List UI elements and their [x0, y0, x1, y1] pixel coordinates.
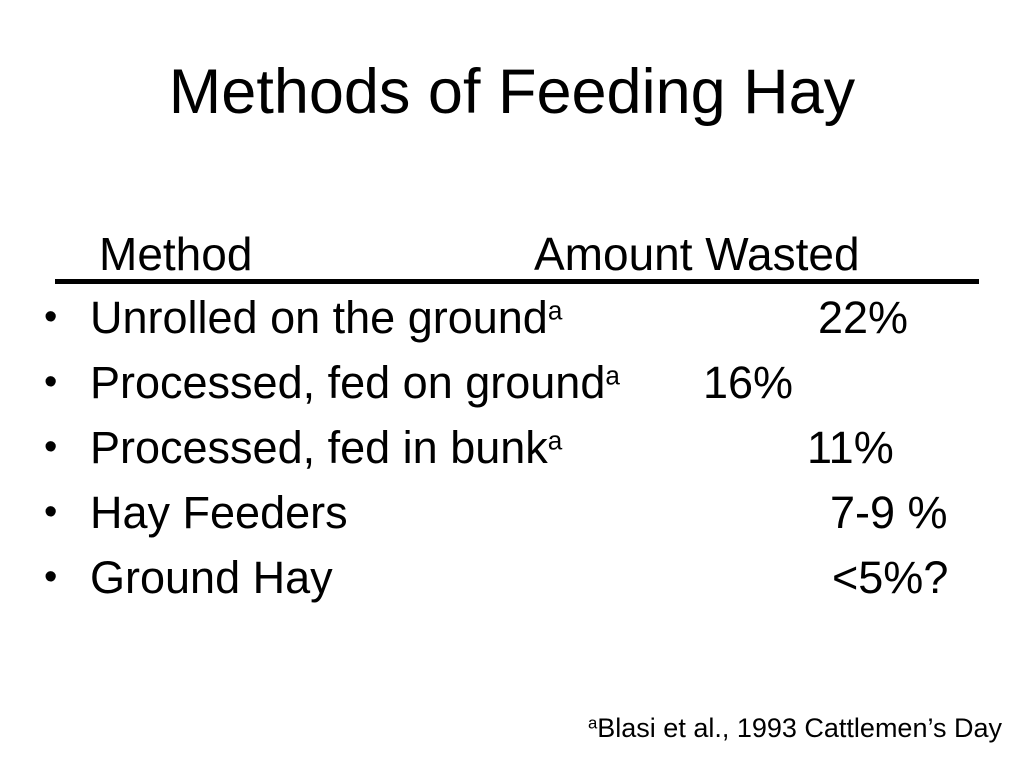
row-label: Unrolled on the grounda: [90, 285, 562, 350]
row-label: Processed, fed on grounda: [90, 350, 620, 415]
footnote-marker-superscript: a: [547, 425, 563, 456]
column-header-method: Method: [99, 228, 253, 280]
row-label-text: Unrolled on the ground: [90, 292, 548, 343]
slide-title: Methods of Feeding Hay: [168, 57, 856, 127]
table-row: • Ground Hay <5%?: [0, 545, 1024, 610]
row-value: <5%?: [832, 552, 949, 603]
row-label: Hay Feeders: [90, 480, 348, 545]
row-value: 7-9 %: [830, 487, 948, 538]
header-divider-line: [55, 279, 979, 284]
bullet-icon: •: [44, 426, 58, 468]
row-label-text: Ground Hay: [90, 552, 333, 603]
footnote-marker-superscript: a: [547, 295, 563, 326]
footnote-marker-superscript: a: [605, 360, 620, 391]
row-label-text: Processed, fed in bunk: [90, 422, 548, 473]
bullet-icon: •: [44, 361, 58, 403]
row-value: 16%: [703, 357, 794, 408]
footnote-marker-superscript: a: [587, 713, 598, 733]
table-row: • Hay Feeders 7-9 %: [0, 480, 1024, 545]
row-label: Processed, fed in bunka: [90, 415, 562, 480]
table-row: • Unrolled on the grounda 22%: [0, 285, 1024, 350]
row-label: Ground Hay: [90, 545, 333, 610]
row-value: 22%: [818, 292, 909, 343]
row-label-text: Hay Feeders: [90, 487, 348, 538]
citation-footnote: aBlasi et al., 1993 Cattlemen’s Day: [588, 712, 1002, 744]
bullet-icon: •: [44, 296, 58, 338]
table-row: • Processed, fed in bunka 11%: [0, 415, 1024, 480]
row-value: 11%: [807, 422, 894, 473]
bullet-icon: •: [44, 491, 58, 533]
column-header-amount-wasted: Amount Wasted: [534, 228, 860, 280]
bullet-icon: •: [44, 556, 58, 598]
footnote-text: Blasi et al., 1993 Cattlemen’s Day: [597, 713, 1002, 743]
methods-table-body: • Unrolled on the grounda 22% • Processe…: [0, 285, 1024, 615]
table-row: • Processed, fed on grounda 16%: [0, 350, 1024, 415]
row-label-text: Processed, fed on ground: [90, 357, 606, 408]
